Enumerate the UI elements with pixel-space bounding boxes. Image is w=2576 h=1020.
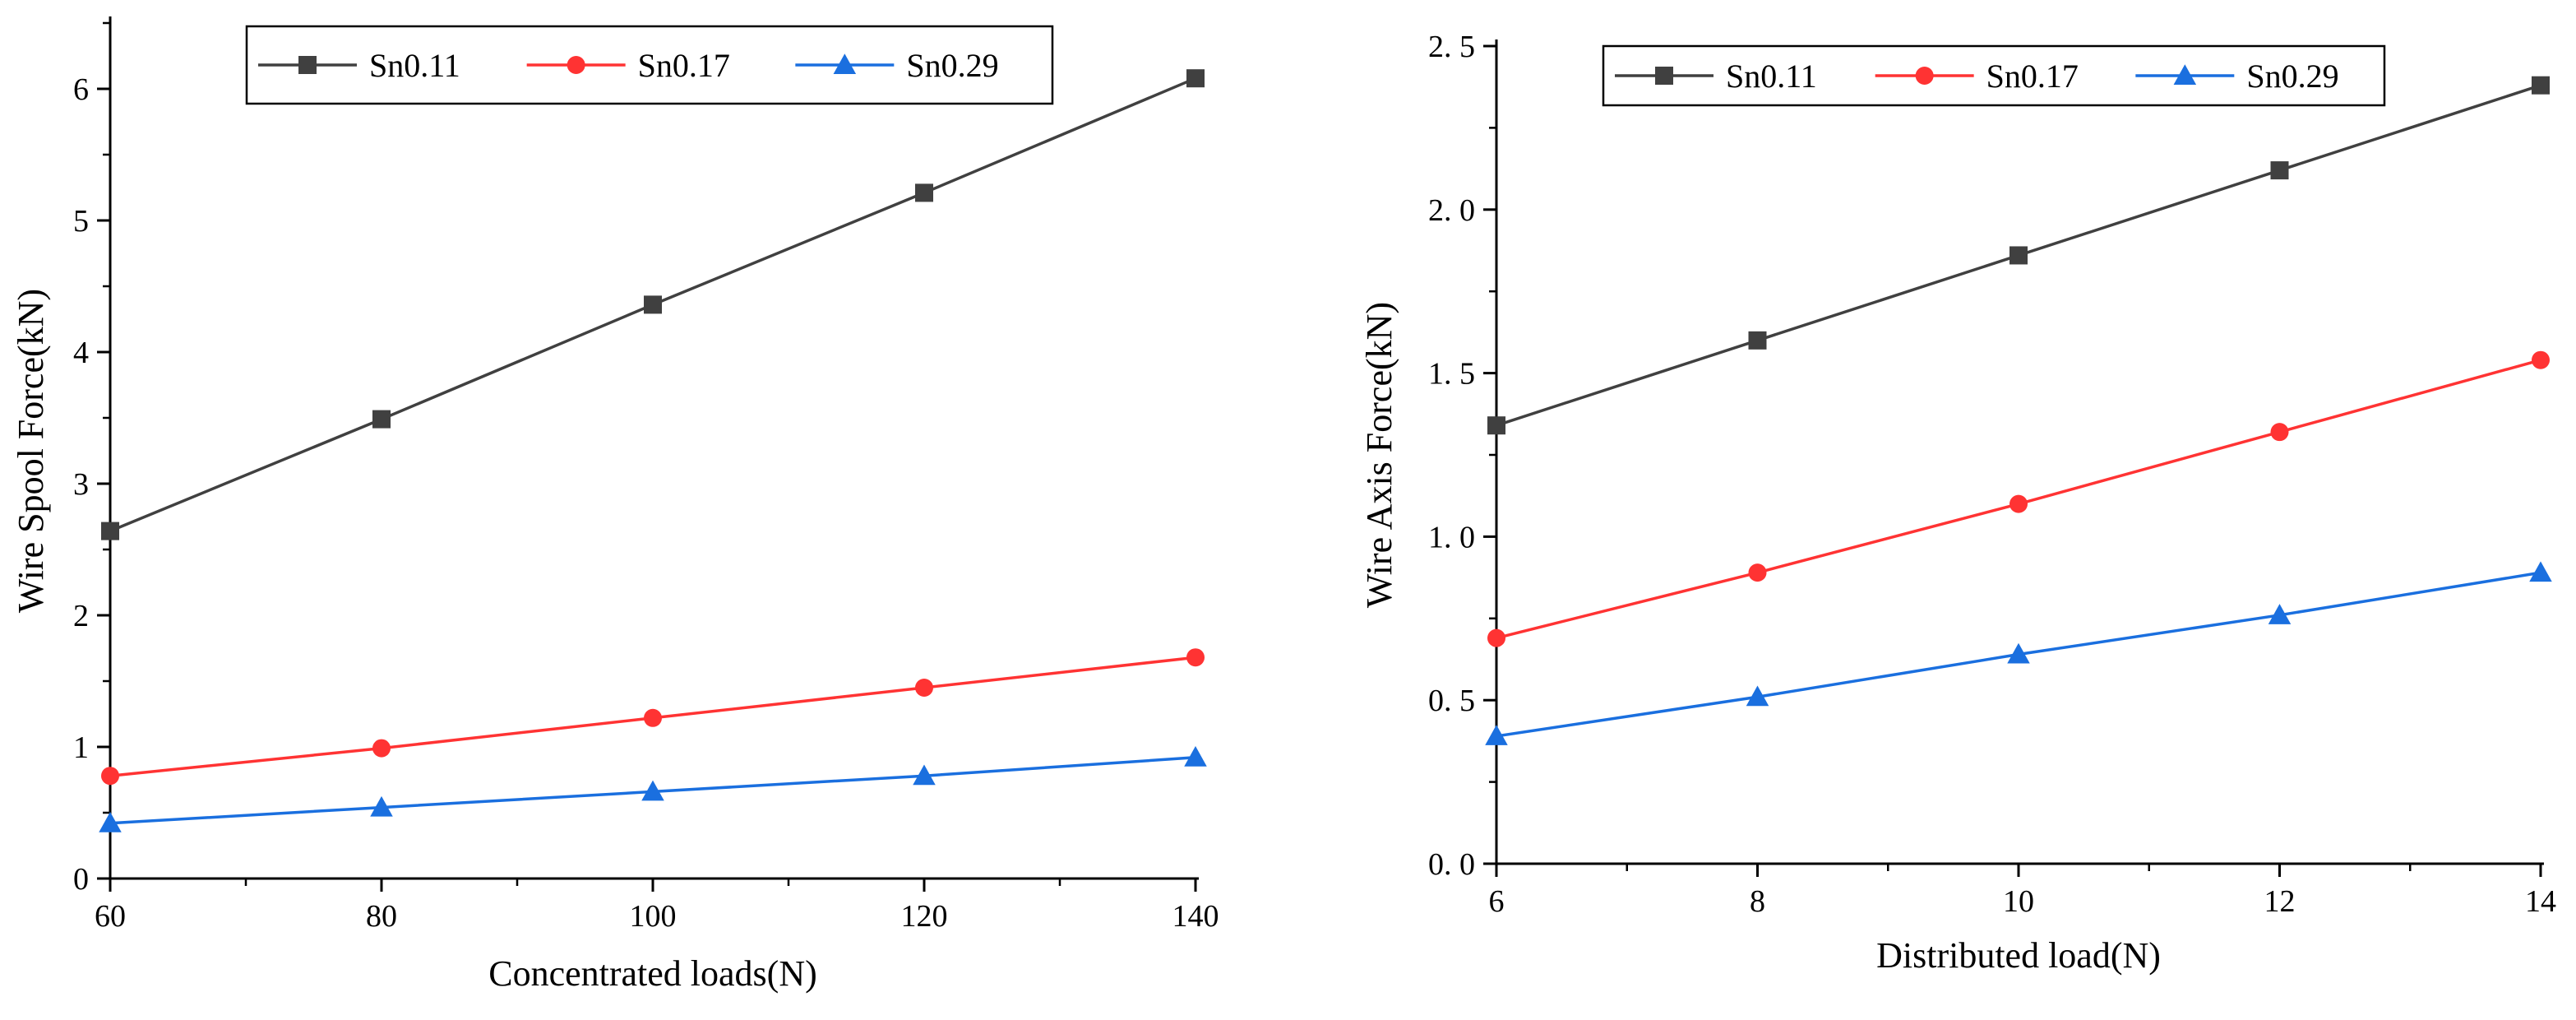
legend-item: Sn0.17 <box>1875 58 2079 95</box>
x-axis-label: Concentrated loads(N) <box>488 953 817 994</box>
data-point <box>2009 494 2028 513</box>
data-point <box>1487 416 1505 435</box>
y-tick-label: 2. 0 <box>1428 193 1475 228</box>
y-tick-label: 1. 0 <box>1428 520 1475 554</box>
legend: Sn0.11 Sn0.17 Sn0.29 <box>1602 44 2386 107</box>
series-Sn0.17 <box>101 648 1205 786</box>
y-tick-label: 5 <box>73 204 89 239</box>
x-tick-label: 60 <box>95 899 126 934</box>
legend-marker <box>567 56 585 74</box>
x-tick-label: 80 <box>366 899 397 934</box>
x-tick-label: 12 <box>2264 884 2296 919</box>
series-Sn0.17 <box>1487 350 2550 647</box>
legend-box <box>1602 44 2386 107</box>
legend: Sn0.11 Sn0.17 Sn0.29 <box>245 25 1054 105</box>
legend-label: Sn0.29 <box>906 47 998 84</box>
series-Sn0.29 <box>1485 561 2552 745</box>
data-point <box>2532 350 2550 369</box>
data-point <box>641 780 664 801</box>
legend-item: Sn0.17 <box>526 47 730 84</box>
data-point <box>372 410 391 429</box>
data-point <box>99 812 122 832</box>
legend-box <box>245 25 1054 105</box>
data-point <box>1184 746 1207 767</box>
legend-item: Sn0.29 <box>2135 58 2339 95</box>
data-point <box>2009 246 2028 265</box>
y-tick-label: 4 <box>73 336 89 370</box>
legend-label: Sn0.11 <box>1726 58 1817 95</box>
legend-marker <box>298 56 317 74</box>
legend-item: Sn0.29 <box>795 47 999 84</box>
data-point <box>644 708 662 727</box>
data-point <box>1748 331 1767 350</box>
data-point <box>1186 648 1205 667</box>
x-tick-label: 8 <box>1750 884 1765 919</box>
legend-item: Sn0.11 <box>1615 58 1817 95</box>
data-point <box>2529 561 2552 582</box>
legend-label: Sn0.29 <box>2246 58 2338 95</box>
y-tick-label: 2. 5 <box>1428 30 1475 64</box>
data-point <box>915 183 933 202</box>
data-point <box>2007 642 2030 664</box>
x-tick-label: 10 <box>2003 884 2034 919</box>
data-point <box>372 739 391 758</box>
y-tick-label: 0. 5 <box>1428 684 1475 718</box>
data-point <box>644 295 662 314</box>
legend-label: Sn0.17 <box>638 47 730 84</box>
x-tick-label: 120 <box>901 899 948 934</box>
data-point <box>2270 161 2289 180</box>
x-axis-label: Distributed load(N) <box>1876 935 2161 976</box>
y-tick-label: 1. 5 <box>1428 357 1475 392</box>
x-tick-label: 100 <box>630 899 677 934</box>
data-point <box>101 522 119 540</box>
legend-marker <box>833 53 857 74</box>
data-point <box>101 767 119 786</box>
data-point <box>1487 628 1505 647</box>
y-tick-label: 6 <box>73 72 89 107</box>
legend-marker <box>2173 64 2197 85</box>
y-axis-label: Wire Axis Force(kN) <box>1359 302 1399 608</box>
y-tick-label: 3 <box>73 467 89 502</box>
data-point <box>2270 423 2289 442</box>
legend-label: Sn0.11 <box>369 47 460 84</box>
series-Sn0.11 <box>1487 76 2550 435</box>
data-point <box>1746 685 1769 707</box>
series-Sn0.11 <box>101 69 1205 540</box>
data-point <box>913 764 936 786</box>
data-point <box>915 679 933 697</box>
legend-label: Sn0.17 <box>1986 58 2079 95</box>
y-tick-label: 0 <box>73 862 89 897</box>
y-tick-label: 1 <box>73 730 89 765</box>
data-point <box>2268 604 2292 624</box>
x-tick-label: 6 <box>1489 884 1505 919</box>
y-axis-label: Wire Spool Force(kN) <box>11 289 51 613</box>
data-point <box>1186 69 1205 88</box>
chart-1: 60 80 100 120 140 0 1 2 3 4 5 6 Concentrated loads(N… <box>11 16 1219 994</box>
y-tick-label: 2 <box>73 599 89 633</box>
chart-2: 6 8 10 12 14 0. 0 0. 5 1. 0 1. 5 2. 0 2. 5 Distribu… <box>1359 30 2556 976</box>
legend-marker <box>1915 67 1934 85</box>
y-tick-label: 0. 0 <box>1428 847 1475 882</box>
data-point <box>1748 563 1767 582</box>
x-tick-label: 14 <box>2525 884 2556 919</box>
data-point <box>370 795 393 817</box>
series-Sn0.29 <box>99 746 1207 832</box>
data-point <box>1485 725 1508 745</box>
x-tick-label: 140 <box>1172 899 1219 934</box>
legend-marker <box>1655 67 1673 85</box>
legend-item: Sn0.11 <box>258 47 460 84</box>
data-point <box>2532 76 2550 95</box>
